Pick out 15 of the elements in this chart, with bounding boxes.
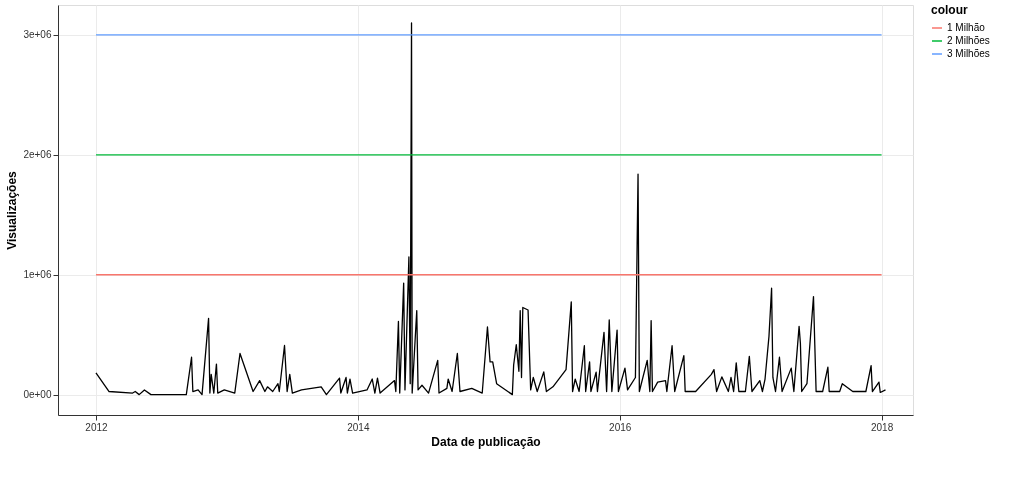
legend-label: 2 Milhões (947, 35, 990, 46)
x-axis-title: Data de publicação (431, 434, 541, 449)
x-tick-label: 2014 (347, 421, 370, 433)
x-tick-label: 2016 (609, 421, 632, 433)
y-tick-label: 0e+00 (23, 389, 52, 401)
line-series (95, 22, 887, 396)
x-tick-label: 2018 (870, 421, 894, 433)
y-axis-title: Visualizações (5, 170, 20, 250)
y-tick-label: 3e+06 (23, 29, 52, 41)
x-tick-label: 2012 (85, 421, 109, 433)
legend-label: 1 Milhão (947, 22, 986, 33)
legend-title: colour (931, 3, 968, 17)
legend-label: 3 Milhões (947, 48, 990, 59)
y-tick-label: 1e+06 (23, 269, 52, 281)
y-tick-label: 2e+06 (23, 149, 52, 161)
